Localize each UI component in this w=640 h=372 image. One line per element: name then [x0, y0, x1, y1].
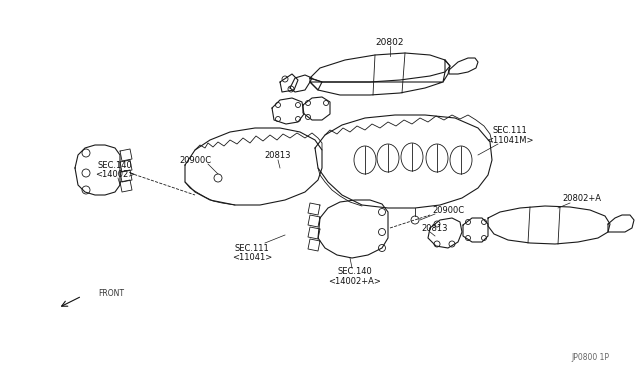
Text: <14002>: <14002>: [95, 170, 135, 179]
Text: 20813: 20813: [422, 224, 448, 232]
Text: SEC.111: SEC.111: [493, 125, 527, 135]
Text: SEC.140: SEC.140: [338, 267, 372, 276]
Text: <11041>: <11041>: [232, 253, 272, 263]
Text: 20802: 20802: [376, 38, 404, 46]
Text: <11041M>: <11041M>: [486, 135, 534, 144]
Text: SEC.140: SEC.140: [98, 160, 132, 170]
Text: <14002+A>: <14002+A>: [328, 278, 381, 286]
Text: 20900C: 20900C: [432, 205, 464, 215]
Text: 20813: 20813: [265, 151, 291, 160]
Text: 20900C: 20900C: [179, 155, 211, 164]
Text: JP0800 1P: JP0800 1P: [571, 353, 609, 362]
Text: SEC.111: SEC.111: [235, 244, 269, 253]
Text: FRONT: FRONT: [98, 289, 124, 298]
Text: 20802+A: 20802+A: [563, 193, 602, 202]
